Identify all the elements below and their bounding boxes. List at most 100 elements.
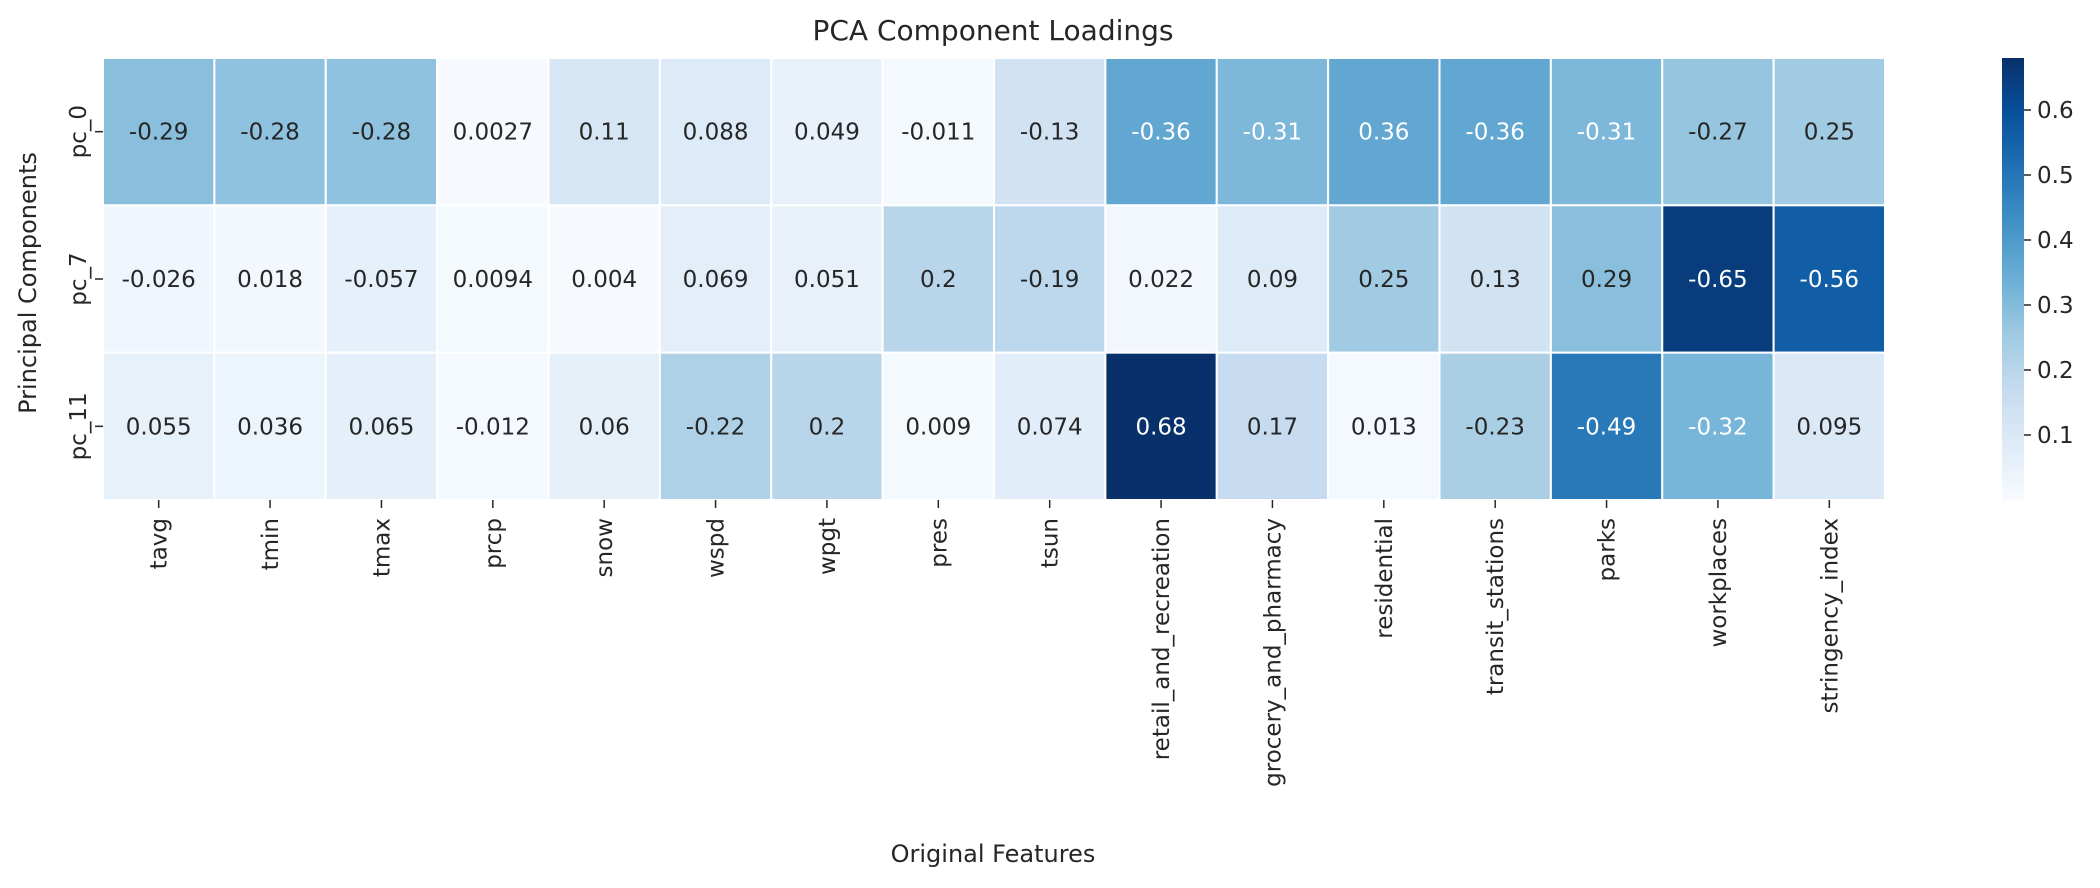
- heatmap-cell: [1438, 351, 1552, 501]
- colorbar-tick-label: 0.5: [2037, 163, 2074, 189]
- cell-value-label: -0.057: [344, 267, 418, 293]
- heatmap-cell: [1549, 57, 1664, 207]
- heatmap-cells: -0.29 -0.28 -0.28 0.0027 0.11 0.088 0.049 -0.01…: [102, 57, 1886, 501]
- cell-value-label: 0.2: [920, 267, 957, 293]
- heatmap-cell: [658, 57, 773, 207]
- cell-value-label: 0.13: [1470, 267, 1521, 293]
- heatmap-cell: [436, 57, 550, 207]
- cell-value-label: 0.055: [126, 414, 192, 440]
- cell-value-label: 0.069: [683, 267, 749, 293]
- cell-value-label: 0.088: [683, 120, 749, 146]
- colorbar-ticks: 0.1 0.2 0.3 0.4 0.5 0.6: [2024, 98, 2074, 449]
- y-tick-label: pc_0: [66, 105, 92, 158]
- heatmap-cell: [436, 351, 550, 501]
- cell-value-label: -0.31: [1577, 120, 1637, 146]
- cell-value-label: -0.31: [1243, 120, 1303, 146]
- cell-value-label: 0.36: [1358, 120, 1409, 146]
- heatmap-cell: [658, 204, 773, 354]
- heatmap-cell: [1215, 204, 1330, 354]
- x-tick-label: tavg: [147, 518, 173, 569]
- colorbar: [2002, 58, 2024, 500]
- cell-value-label: 0.009: [905, 414, 971, 440]
- heatmap-cell: [1104, 351, 1218, 501]
- heatmap-cell: [102, 57, 216, 207]
- x-tick-label: tmax: [369, 518, 395, 577]
- cell-value-label: -0.27: [1688, 120, 1748, 146]
- colorbar-tick-label: 0.4: [2037, 228, 2074, 254]
- cell-value-label: 0.25: [1358, 267, 1409, 293]
- heatmap-cell: [881, 57, 995, 207]
- heatmap-cell: [770, 351, 884, 501]
- heatmap-cell: [658, 351, 773, 501]
- x-tick-label: prcp: [481, 518, 507, 569]
- colorbar-tick-label: 0.2: [2037, 358, 2074, 384]
- cell-value-label: 0.018: [237, 267, 303, 293]
- y-tick-label: pc_11: [66, 392, 92, 460]
- heatmap-cell: [547, 351, 661, 501]
- x-tick-label: retail_and_recreation: [1149, 518, 1175, 760]
- cell-value-label: 0.036: [237, 414, 303, 440]
- y-tick-label: pc_7: [66, 252, 92, 305]
- heatmap-cell: [1104, 57, 1218, 207]
- cell-value-label: -0.19: [1020, 267, 1080, 293]
- x-tick-label: tmin: [258, 518, 284, 570]
- x-tick-label: stringency_index: [1817, 518, 1843, 713]
- heatmap-cell: [1327, 57, 1441, 207]
- cell-value-label: -0.32: [1688, 414, 1748, 440]
- heatmap-cell: [1772, 57, 1886, 207]
- heatmap-cell: [1661, 351, 1775, 501]
- cell-value-label: 0.68: [1135, 414, 1186, 440]
- colorbar-tick-label: 0.6: [2037, 98, 2074, 124]
- heatmap-cell: [993, 204, 1107, 354]
- cell-value-label: -0.28: [240, 120, 300, 146]
- cell-value-label: 0.022: [1128, 267, 1194, 293]
- cell-value-label: 0.06: [579, 414, 630, 440]
- heatmap-cell: [1438, 204, 1552, 354]
- heatmap-cell: [436, 204, 550, 354]
- cell-value-label: 0.29: [1581, 267, 1632, 293]
- cell-value-label: 0.013: [1351, 414, 1417, 440]
- cell-value-label: 0.11: [579, 120, 630, 146]
- heatmap-cell: [1661, 204, 1775, 354]
- x-tick-label: snow: [592, 518, 618, 577]
- cell-value-label: -0.012: [456, 414, 530, 440]
- colorbar-tick-label: 0.3: [2037, 293, 2074, 319]
- cell-value-label: -0.65: [1688, 267, 1748, 293]
- cell-value-label: -0.36: [1465, 120, 1525, 146]
- heatmap-cell: [1549, 351, 1664, 501]
- heatmap-cell: [213, 204, 327, 354]
- y-axis-label: Principal Components: [14, 152, 42, 414]
- cell-value-label: 0.004: [571, 267, 637, 293]
- heatmap-cell: [547, 204, 661, 354]
- chart-title: PCA Component Loadings: [812, 14, 1173, 47]
- cell-value-label: 0.095: [1796, 414, 1862, 440]
- cell-value-label: 0.0094: [453, 267, 533, 293]
- x-tick-label: wpgt: [815, 518, 841, 575]
- cell-value-label: 0.09: [1247, 267, 1298, 293]
- x-tick-label: grocery_and_pharmacy: [1260, 518, 1286, 787]
- cell-value-label: 0.065: [349, 414, 415, 440]
- heatmap-cell: [324, 204, 439, 354]
- cell-value-label: -0.49: [1577, 414, 1637, 440]
- cell-value-label: 0.25: [1804, 120, 1855, 146]
- cell-value-label: -0.22: [686, 414, 746, 440]
- cell-value-label: 0.0027: [453, 120, 533, 146]
- cell-value-label: -0.36: [1131, 120, 1191, 146]
- cell-value-label: -0.011: [901, 120, 975, 146]
- x-tick-label: wspd: [704, 518, 730, 578]
- x-tick-label: workplaces: [1706, 518, 1732, 648]
- cell-value-label: 0.051: [794, 267, 860, 293]
- x-tick-label: tsun: [1038, 518, 1064, 568]
- heatmap-cell: [213, 57, 327, 207]
- cell-value-label: 0.049: [794, 120, 860, 146]
- heatmap-cell: [881, 351, 995, 501]
- x-tick-label: transit_stations: [1483, 518, 1509, 695]
- cell-value-label: -0.28: [352, 120, 412, 146]
- x-axis-label: Original Features: [891, 840, 1096, 868]
- heatmap-cell: [1772, 351, 1886, 501]
- cell-value-label: -0.026: [122, 267, 196, 293]
- cell-value-label: 0.2: [809, 414, 846, 440]
- cell-value-label: -0.23: [1465, 414, 1525, 440]
- x-tick-label: parks: [1595, 518, 1621, 581]
